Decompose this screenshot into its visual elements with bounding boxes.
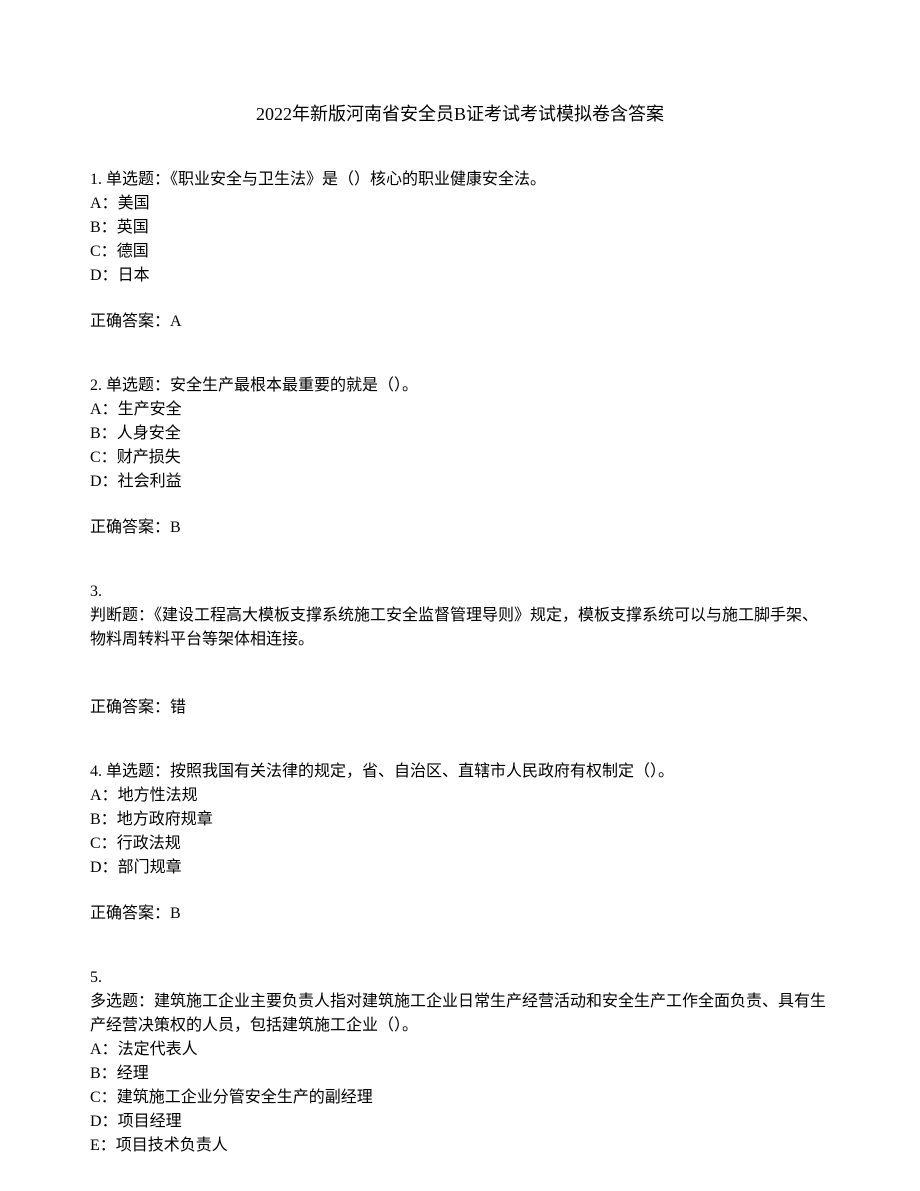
answer: 正确答案：错 — [90, 696, 830, 720]
option-text: 财产损失 — [117, 449, 181, 466]
option-label: E： — [90, 1137, 116, 1154]
option-a: A：地方性法规 — [90, 784, 830, 808]
option-text: 建筑施工企业分管安全生产的副经理 — [117, 1089, 373, 1106]
question-number-line: 3. — [90, 580, 830, 604]
option-b: B：地方政府规章 — [90, 808, 830, 832]
q-stem-text: 安全生产最根本最重要的就是（）。 — [170, 377, 418, 394]
document-title: 2022年新版河南省安全员B证考试考试模拟卷含答案 — [90, 100, 830, 126]
option-text: 经理 — [117, 1065, 149, 1082]
option-label: B： — [90, 811, 117, 828]
question-5: 5. 多选题：建筑施工企业主要负责人指对建筑施工企业日常生产经营活动和安全生产工… — [90, 966, 830, 1158]
option-text: 人身安全 — [117, 425, 181, 442]
q-stem-text: 《建设工程高大模板支撑系统施工安全监督管理导则》规定，模板支撑系统可以与施工脚手… — [90, 607, 818, 648]
question-number-line: 5. — [90, 966, 830, 990]
option-label: B： — [90, 1065, 117, 1082]
option-d: D：社会利益 — [90, 470, 830, 494]
option-label: D： — [90, 1113, 118, 1130]
option-label: D： — [90, 267, 118, 284]
answer: 正确答案：B — [90, 902, 830, 926]
option-label: C： — [90, 243, 117, 260]
question-stem: 判断题：《建设工程高大模板支撑系统施工安全监督管理导则》规定，模板支撑系统可以与… — [90, 604, 830, 652]
option-text: 日本 — [118, 267, 150, 284]
option-label: B： — [90, 219, 117, 236]
option-text: 德国 — [117, 243, 149, 260]
option-c: C：行政法规 — [90, 832, 830, 856]
option-text: 项目技术负责人 — [116, 1137, 228, 1154]
answer-label: 正确答案： — [90, 699, 170, 716]
option-label: A： — [90, 787, 118, 804]
option-label: A： — [90, 195, 118, 212]
question-stem: 多选题：建筑施工企业主要负责人指对建筑施工企业日常生产经营活动和安全生产工作全面… — [90, 990, 830, 1038]
q-number: 4. — [90, 763, 102, 780]
option-label: D： — [90, 859, 118, 876]
option-c: C：建筑施工企业分管安全生产的副经理 — [90, 1086, 830, 1110]
answer-value: A — [170, 313, 182, 330]
question-2: 2. 单选题：安全生产最根本最重要的就是（）。 A：生产安全 B：人身安全 C：… — [90, 374, 830, 540]
option-text: 地方性法规 — [118, 787, 198, 804]
q-stem-text: 建筑施工企业主要负责人指对建筑施工企业日常生产经营活动和安全生产工作全面负责、具… — [90, 993, 826, 1034]
option-label: D： — [90, 473, 118, 490]
option-d: D：部门规章 — [90, 856, 830, 880]
q-number: 2. — [90, 377, 102, 394]
option-a: A：生产安全 — [90, 398, 830, 422]
answer-label: 正确答案： — [90, 905, 170, 922]
option-d: D：日本 — [90, 264, 830, 288]
question-stem: 1. 单选题：《职业安全与卫生法》是（）核心的职业健康安全法。 — [90, 168, 830, 192]
q-type: 多选题： — [90, 993, 154, 1010]
answer-value: B — [170, 905, 181, 922]
option-b: B：英国 — [90, 216, 830, 240]
option-text: 法定代表人 — [118, 1041, 198, 1058]
option-label: A： — [90, 1041, 118, 1058]
option-text: 地方政府规章 — [117, 811, 213, 828]
option-text: 美国 — [118, 195, 150, 212]
option-text: 社会利益 — [118, 473, 182, 490]
option-label: C： — [90, 835, 117, 852]
option-text: 生产安全 — [118, 401, 182, 418]
option-e: E：项目技术负责人 — [90, 1134, 830, 1158]
question-4: 4. 单选题：按照我国有关法律的规定，省、自治区、直辖市人民政府有权制定（）。 … — [90, 760, 830, 926]
option-c: C：德国 — [90, 240, 830, 264]
option-text: 部门规章 — [118, 859, 182, 876]
option-label: B： — [90, 425, 117, 442]
q-type: 单选题： — [106, 763, 170, 780]
answer-value: B — [170, 519, 181, 536]
q-number: 5. — [90, 969, 102, 986]
question-stem: 2. 单选题：安全生产最根本最重要的就是（）。 — [90, 374, 830, 398]
option-text: 行政法规 — [117, 835, 181, 852]
question-3: 3. 判断题：《建设工程高大模板支撑系统施工安全监督管理导则》规定，模板支撑系统… — [90, 580, 830, 720]
option-label: A： — [90, 401, 118, 418]
q-stem-text: 《职业安全与卫生法》是（）核心的职业健康安全法。 — [170, 171, 546, 188]
option-a: A：法定代表人 — [90, 1038, 830, 1062]
option-c: C：财产损失 — [90, 446, 830, 470]
answer-label: 正确答案： — [90, 519, 170, 536]
answer: 正确答案：A — [90, 310, 830, 334]
option-label: C： — [90, 449, 117, 466]
q-type: 判断题： — [90, 607, 154, 624]
option-d: D：项目经理 — [90, 1110, 830, 1134]
option-a: A：美国 — [90, 192, 830, 216]
option-b: B：经理 — [90, 1062, 830, 1086]
question-1: 1. 单选题：《职业安全与卫生法》是（）核心的职业健康安全法。 A：美国 B：英… — [90, 168, 830, 334]
q-type: 单选题： — [106, 377, 170, 394]
option-text: 英国 — [117, 219, 149, 236]
q-stem-text: 按照我国有关法律的规定，省、自治区、直辖市人民政府有权制定（）。 — [170, 763, 674, 780]
option-text: 项目经理 — [118, 1113, 182, 1130]
q-number: 1. — [90, 171, 102, 188]
question-stem: 4. 单选题：按照我国有关法律的规定，省、自治区、直辖市人民政府有权制定（）。 — [90, 760, 830, 784]
answer-value: 错 — [170, 699, 186, 716]
option-label: C： — [90, 1089, 117, 1106]
q-type: 单选题： — [106, 171, 170, 188]
answer-label: 正确答案： — [90, 313, 170, 330]
q-number: 3. — [90, 583, 102, 600]
option-b: B：人身安全 — [90, 422, 830, 446]
answer: 正确答案：B — [90, 516, 830, 540]
